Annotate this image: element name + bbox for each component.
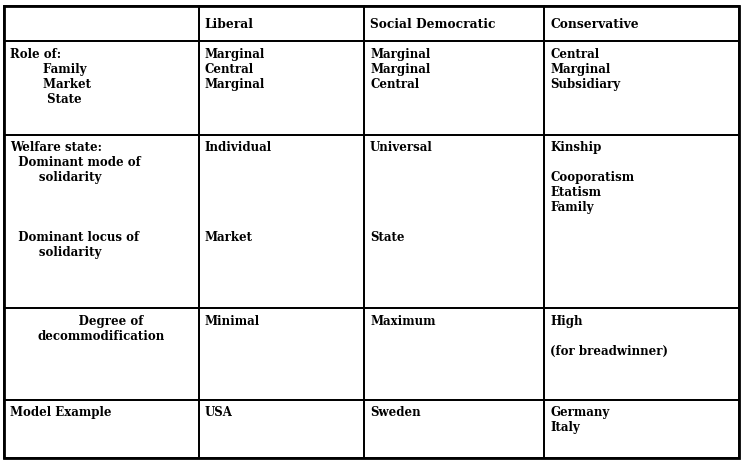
Bar [545, 7, 739, 42]
Bar [4, 400, 198, 458]
Text: Germany
Italy: Germany Italy [551, 406, 609, 433]
Text: USA: USA [204, 406, 233, 419]
Bar [4, 7, 198, 42]
Text: High

(for breadwinner): High (for breadwinner) [551, 314, 668, 357]
Text: Sweden: Sweden [370, 406, 421, 419]
Text: Role of:
        Family
        Market
         State: Role of: Family Market State [10, 48, 91, 106]
Bar [364, 42, 545, 136]
Bar [198, 7, 364, 42]
Bar [198, 400, 364, 458]
Text: Liberal: Liberal [204, 18, 253, 31]
Bar [545, 400, 739, 458]
Bar [4, 42, 198, 136]
Bar [364, 136, 545, 309]
Text: Minimal: Minimal [204, 314, 260, 327]
Text: Universal





State: Universal State [370, 141, 433, 244]
Bar [198, 136, 364, 309]
Text: Welfare state:
  Dominant mode of
       solidarity



  Dominant locus of
     : Welfare state: Dominant mode of solidari… [10, 141, 140, 259]
Bar [198, 309, 364, 400]
Text: Degree of
decommodification: Degree of decommodification [38, 314, 165, 342]
Text: Marginal
Marginal
Central: Marginal Marginal Central [370, 48, 430, 90]
Bar [198, 42, 364, 136]
Text: Central
Marginal
Subsidiary: Central Marginal Subsidiary [551, 48, 620, 90]
Bar [4, 309, 198, 400]
Bar [545, 42, 739, 136]
Text: Conservative: Conservative [551, 18, 639, 31]
Text: Individual





Market: Individual Market [204, 141, 272, 244]
Bar [545, 136, 739, 309]
Bar [545, 309, 739, 400]
Bar [364, 309, 545, 400]
Text: Marginal
Central
Marginal: Marginal Central Marginal [204, 48, 265, 90]
Text: Social Democratic: Social Democratic [370, 18, 496, 31]
Text: Maximum: Maximum [370, 314, 435, 327]
Text: Model Example: Model Example [10, 406, 111, 419]
Bar [4, 136, 198, 309]
Text: Kinship

Cooporatism
Etatism
Family: Kinship Cooporatism Etatism Family [551, 141, 635, 214]
Bar [364, 400, 545, 458]
Bar [364, 7, 545, 42]
